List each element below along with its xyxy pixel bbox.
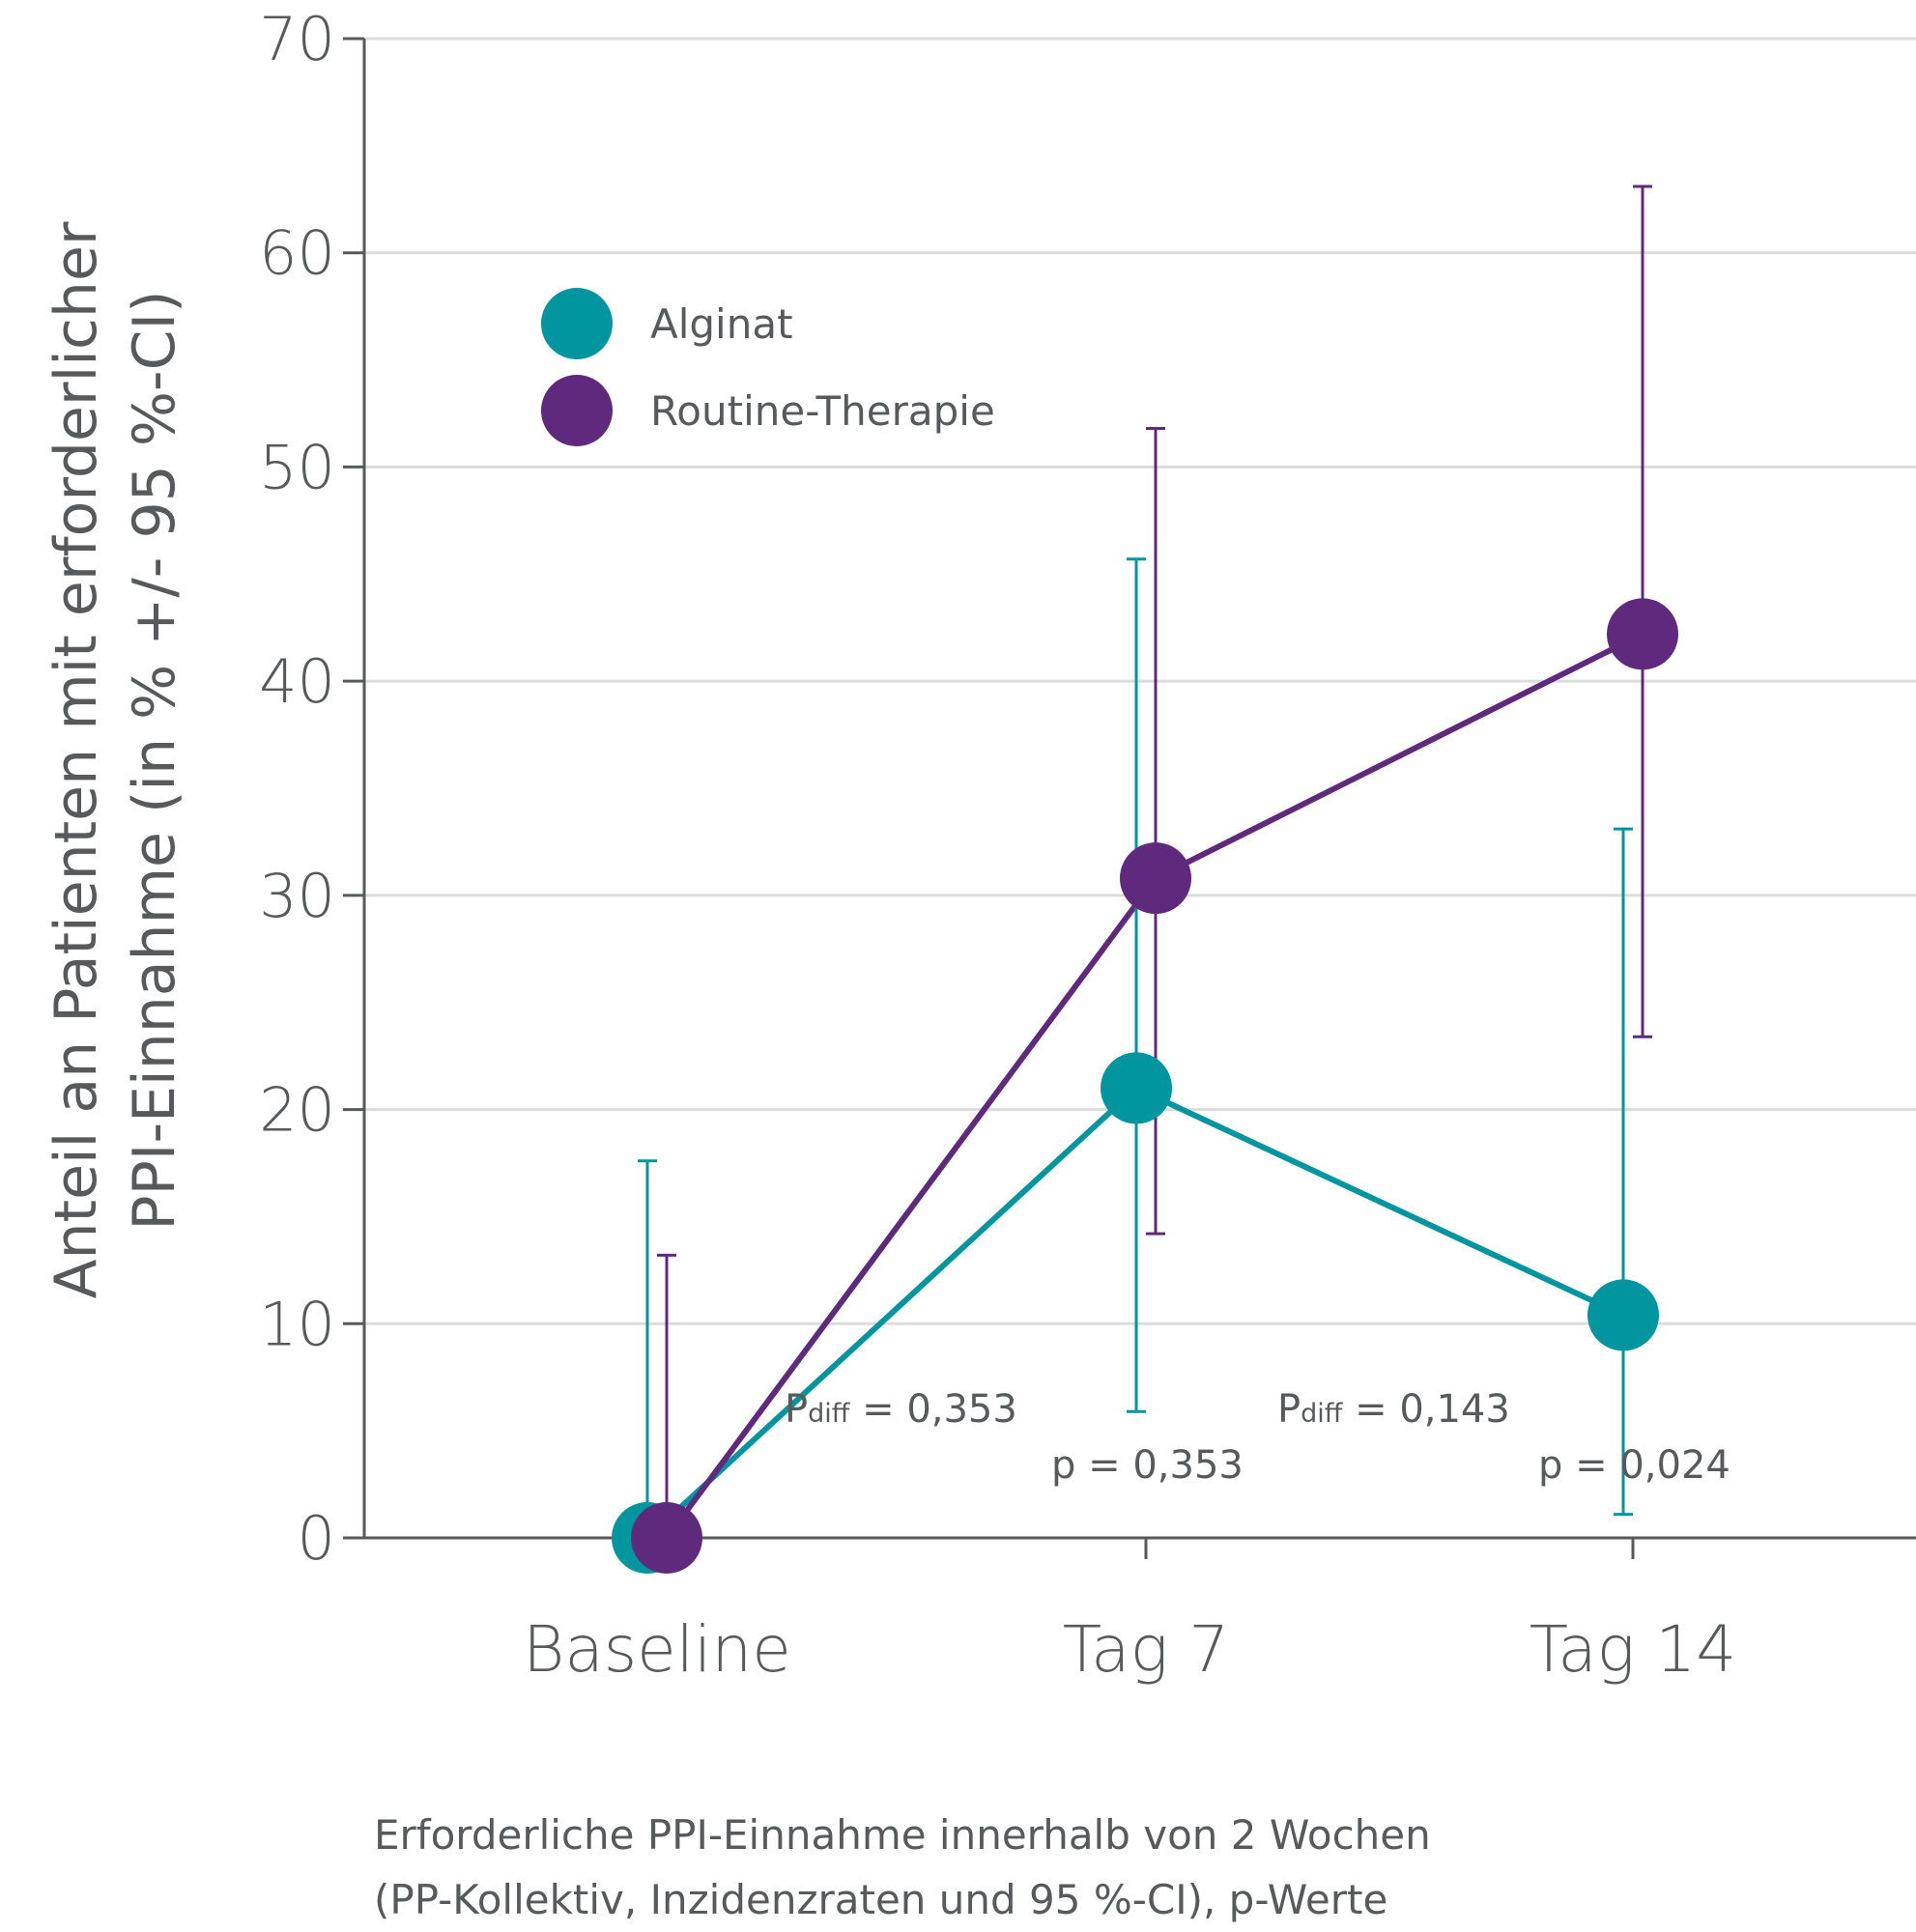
y-axis-label-line2: PPI-Einnahme (in % +/- 95 %-CI) — [121, 290, 188, 1230]
y-ticks: 0 10 20 30 40 50 60 70 — [259, 4, 364, 1574]
legend-label-alginat: Alginat — [650, 300, 793, 348]
y-tick-label: 0 — [298, 1503, 335, 1574]
data-points — [612, 598, 1678, 1574]
y-tick-label: 40 — [259, 646, 335, 717]
data-point — [631, 1502, 702, 1574]
y-tick-label: 60 — [259, 218, 335, 289]
y-tick-label: 50 — [259, 432, 335, 502]
y-tick-label: 30 — [259, 861, 335, 931]
plot-area — [612, 185, 1678, 1574]
y-tick-label: 70 — [259, 4, 335, 74]
axes — [362, 39, 1916, 1540]
data-point — [1120, 842, 1191, 915]
data-point — [1607, 598, 1678, 670]
legend: Alginat Routine-Therapie — [541, 288, 995, 446]
caption-line2: (PP-Kollektiv, Inzidenzraten und 95 %-CI… — [374, 1876, 1387, 1923]
annotation-p-tag7: p = 0,353 — [1051, 1443, 1244, 1488]
data-point — [1587, 1279, 1659, 1351]
legend-label-routine: Routine-Therapie — [650, 387, 995, 435]
y-tick-label: 10 — [259, 1289, 335, 1359]
caption-line1: Erforderliche PPI-Einnahme innerhalb von… — [374, 1811, 1431, 1859]
gridlines — [364, 37, 1916, 1325]
x-tick-label: Baseline — [523, 1612, 791, 1687]
data-point — [1101, 1052, 1172, 1124]
legend-marker-alginat — [541, 288, 613, 359]
x-tick-label: Tag 7 — [1063, 1612, 1229, 1687]
annotation-pdiff-tag7: Pdiff = 0,353 — [785, 1387, 1017, 1432]
annotation-pdiff-tag14: Pdiff = 0,143 — [1277, 1387, 1510, 1432]
annotation-p-tag14: p = 0,024 — [1538, 1443, 1730, 1488]
y-tick-label: 20 — [259, 1075, 335, 1146]
x-ticks: Baseline Tag 7 Tag 14 — [523, 1538, 1736, 1687]
legend-marker-routine — [541, 375, 613, 446]
y-axis-label-line1: Anteil an Patienten mit erforderlicher — [43, 221, 110, 1298]
x-tick-label: Tag 14 — [1530, 1612, 1736, 1687]
